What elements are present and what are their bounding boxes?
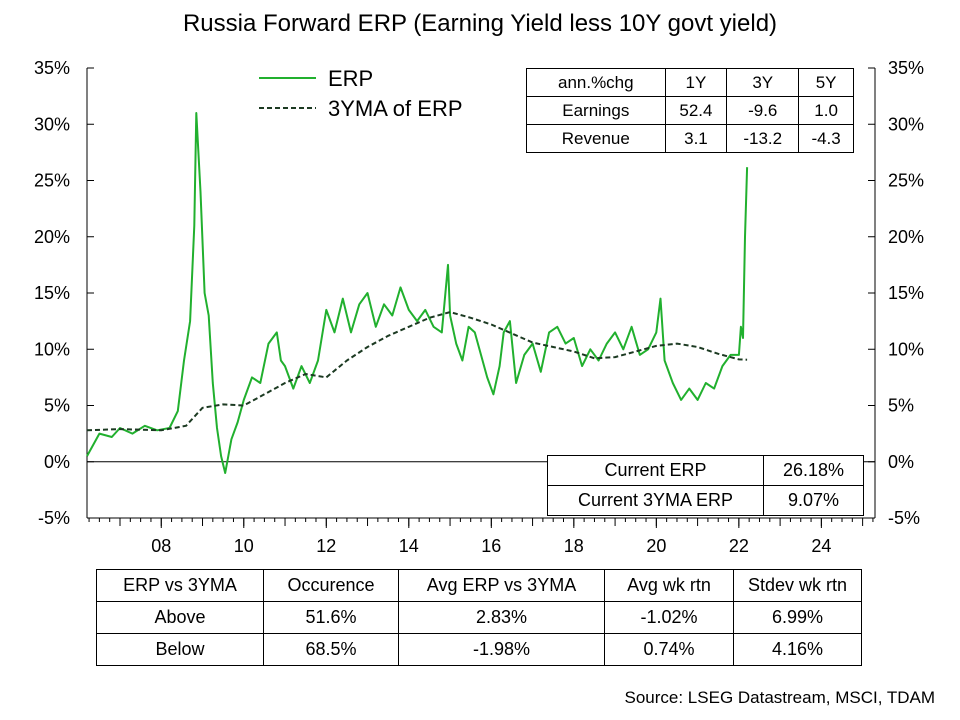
growth-cell: 3.1: [664, 124, 728, 153]
y-tick-label-left: 5%: [44, 396, 70, 416]
stats-cell: 4.16%: [733, 633, 862, 666]
growth-header-cell: 1Y: [664, 68, 728, 97]
growth-header-cell: ann.%chg: [526, 68, 666, 97]
stats-table-row: Below 68.5% -1.98% 0.74% 4.16%: [96, 633, 862, 666]
erp-vs-3yma-stats-table: ERP vs 3YMA Occurence Avg ERP vs 3YMA Av…: [96, 569, 862, 666]
growth-table-row: Earnings 52.4 -9.6 1.0: [526, 96, 854, 125]
growth-cell: Earnings: [526, 96, 666, 125]
current-value: 9.07%: [763, 485, 864, 516]
growth-cell: 1.0: [798, 96, 854, 125]
x-tick-label: 20: [646, 536, 666, 556]
growth-header-cell: 5Y: [798, 68, 854, 97]
y-tick-label-right: 5%: [888, 396, 914, 416]
stats-cell: Below: [96, 633, 264, 666]
chart-title: Russia Forward ERP (Earning Yield less 1…: [183, 10, 777, 37]
stats-cell: 68.5%: [263, 633, 399, 666]
plot-area: [86, 112, 749, 474]
stats-cell: 6.99%: [733, 601, 862, 634]
legend: ERP 3YMA of ERP: [259, 66, 463, 121]
stats-header-cell: ERP vs 3YMA: [96, 569, 264, 602]
current-erp-table: Current ERP 26.18% Current 3YMA ERP 9.07…: [547, 455, 864, 516]
y-tick-label-right: 20%: [888, 227, 924, 247]
x-tick-label: 12: [316, 536, 336, 556]
y-tick-label-left: 20%: [34, 227, 70, 247]
current-table-row: Current 3YMA ERP 9.07%: [547, 485, 864, 516]
y-tick-label-right: 35%: [888, 58, 924, 78]
y-tick-label-right: 30%: [888, 114, 924, 134]
y-tick-label-right: -5%: [888, 508, 920, 528]
legend-label-3yma: 3YMA of ERP: [328, 96, 463, 121]
erp-3yma-series-line: [86, 311, 748, 432]
erp-series-line: [86, 112, 749, 474]
stats-cell: -1.02%: [604, 601, 734, 634]
growth-cell: Revenue: [526, 124, 666, 153]
x-tick-label: 24: [811, 536, 831, 556]
stats-header-cell: Avg ERP vs 3YMA: [398, 569, 605, 602]
axes: -5% -5% 0% 0% 5% 5% 10% 10% 15% 15% 20% 20% 25% 25% 30…: [34, 58, 924, 556]
y-tick-label-right: 25%: [888, 171, 924, 191]
stats-cell: 51.6%: [263, 601, 399, 634]
growth-header-cell: 3Y: [726, 68, 800, 97]
x-tick-label: 16: [481, 536, 501, 556]
y-tick-label-left: 35%: [34, 58, 70, 78]
x-tick-label: 14: [399, 536, 419, 556]
y-tick-label-right: 0%: [888, 452, 914, 472]
stats-header-cell: Occurence: [263, 569, 399, 602]
x-tick-label: 22: [729, 536, 749, 556]
y-tick-label-right: 15%: [888, 283, 924, 303]
y-tick-label-right: 10%: [888, 339, 924, 359]
growth-table: ann.%chg 1Y 3Y 5Y Earnings 52.4 -9.6 1.0…: [526, 68, 854, 153]
x-tick-label: 18: [564, 536, 584, 556]
growth-table-row: Revenue 3.1 -13.2 -4.3: [526, 124, 854, 153]
y-tick-label-left: 15%: [34, 283, 70, 303]
current-value: 26.18%: [763, 455, 864, 486]
stats-cell: -1.98%: [398, 633, 605, 666]
y-tick-label-left: 0%: [44, 452, 70, 472]
source-note: Source: LSEG Datastream, MSCI, TDAM: [624, 688, 936, 707]
growth-table-header-row: ann.%chg 1Y 3Y 5Y: [526, 68, 854, 97]
x-tick-label: 10: [234, 536, 254, 556]
y-tick-label-left: -5%: [38, 508, 70, 528]
stats-cell: 0.74%: [604, 633, 734, 666]
growth-cell: -9.6: [726, 96, 800, 125]
x-tick-label: 08: [151, 536, 171, 556]
y-tick-label-left: 10%: [34, 339, 70, 359]
stats-table-header-row: ERP vs 3YMA Occurence Avg ERP vs 3YMA Av…: [96, 569, 862, 602]
y-tick-label-left: 25%: [34, 171, 70, 191]
stats-header-cell: Avg wk rtn: [604, 569, 734, 602]
current-label: Current ERP: [547, 455, 764, 486]
stats-cell: 2.83%: [398, 601, 605, 634]
stats-header-cell: Stdev wk rtn: [733, 569, 862, 602]
growth-cell: 52.4: [664, 96, 728, 125]
y-tick-label-left: 30%: [34, 114, 70, 134]
current-label: Current 3YMA ERP: [547, 485, 764, 516]
growth-cell: -4.3: [798, 124, 854, 153]
stats-table-row: Above 51.6% 2.83% -1.02% 6.99%: [96, 601, 862, 634]
current-table-row: Current ERP 26.18%: [547, 455, 864, 486]
growth-cell: -13.2: [726, 124, 800, 153]
stats-cell: Above: [96, 601, 264, 634]
legend-label-erp: ERP: [328, 66, 373, 91]
